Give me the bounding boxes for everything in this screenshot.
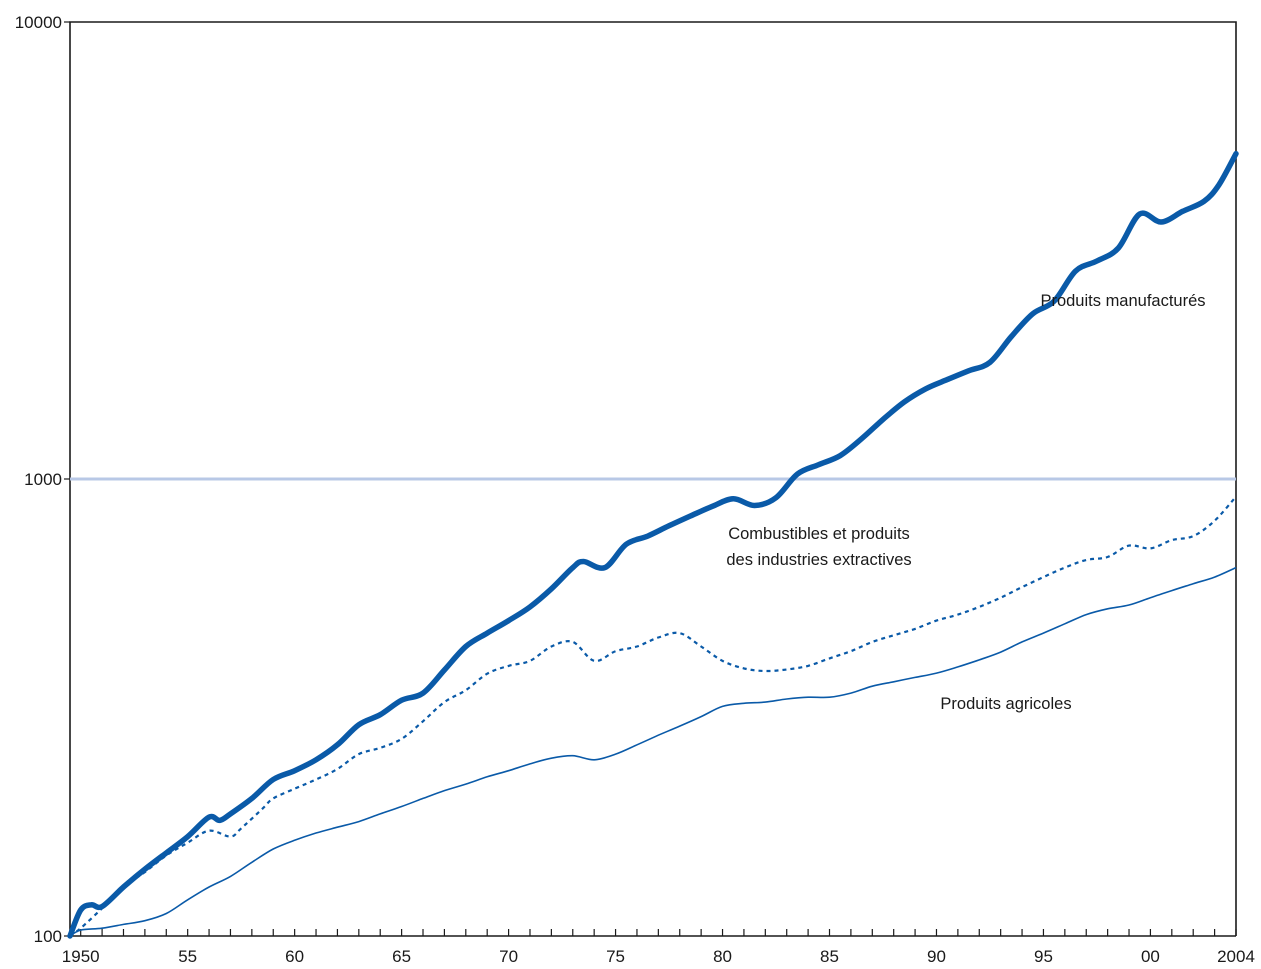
x-tick-label: 70 bbox=[499, 947, 518, 966]
series-label-produits-manufactures: Produits manufacturés bbox=[1040, 292, 1205, 310]
series-line-produits-manufactures bbox=[67, 150, 1239, 939]
series-label-combustibles-line: des industries extractives bbox=[726, 551, 911, 569]
series-line-combustibles bbox=[69, 495, 1237, 937]
series-labels: Produits manufacturés Combustibles et pro… bbox=[726, 292, 1205, 713]
x-tick-label: 90 bbox=[927, 947, 946, 966]
x-tick-label: 80 bbox=[713, 947, 732, 966]
series-label-combustibles-line: Combustibles et produits bbox=[728, 525, 910, 543]
x-tick-label: 75 bbox=[606, 947, 625, 966]
y-tick-label: 1000 bbox=[24, 470, 62, 489]
x-tick-label: 65 bbox=[392, 947, 411, 966]
x-tick-label: 85 bbox=[820, 947, 839, 966]
y-tick-label: 100 bbox=[34, 927, 62, 946]
x-tick-label: 95 bbox=[1034, 947, 1053, 966]
x-tick-label: 1950 bbox=[62, 947, 100, 966]
x-tick-label: 2004 bbox=[1217, 947, 1255, 966]
series-line-produits-agricoles bbox=[69, 566, 1237, 937]
x-tick-label: 00 bbox=[1141, 947, 1160, 966]
x-tick-label: 60 bbox=[285, 947, 304, 966]
y-axis: 100 1000 10000 bbox=[15, 13, 70, 946]
series-label-produits-agricoles: Produits agricoles bbox=[940, 695, 1071, 713]
y-tick-label: 10000 bbox=[15, 13, 62, 32]
series-lines bbox=[67, 150, 1239, 939]
x-axis: 1950 55 60 65 70 75 80 85 90 95 00 2004 bbox=[62, 929, 1255, 966]
series-label-combustibles: Combustibles et produits des industries e… bbox=[726, 525, 911, 569]
x-tick-label: 55 bbox=[178, 947, 197, 966]
